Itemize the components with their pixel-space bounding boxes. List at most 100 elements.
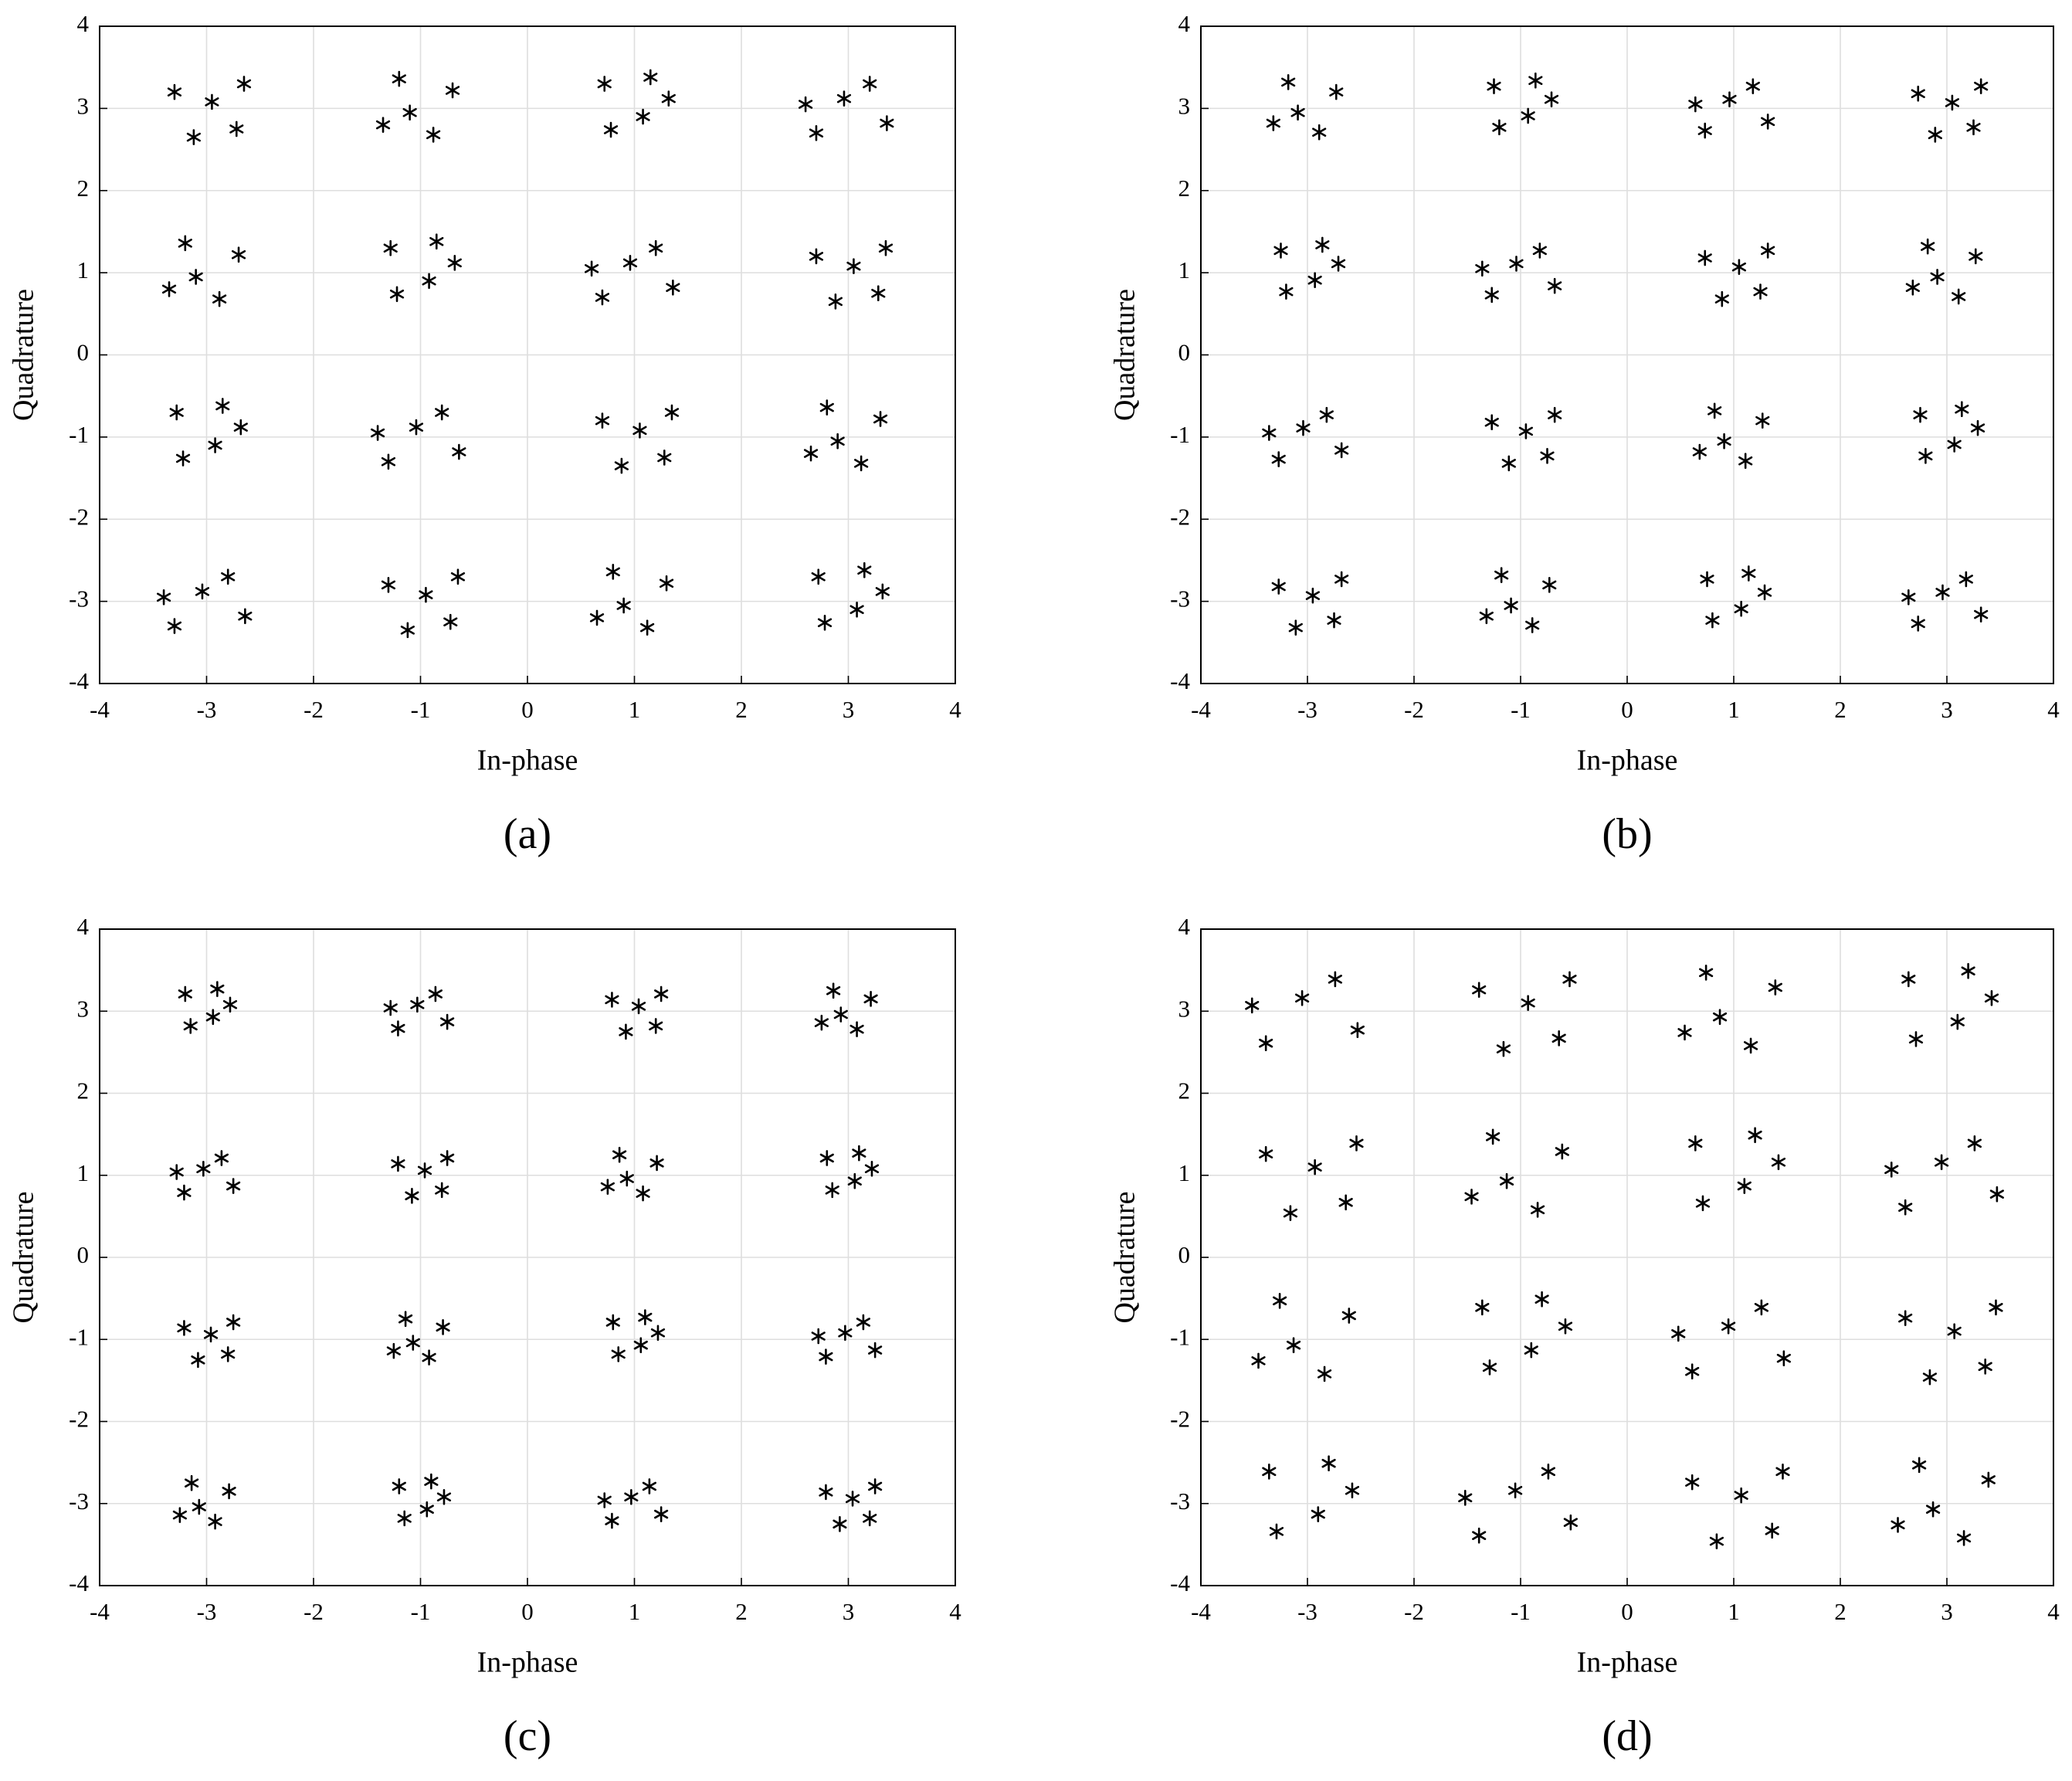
point [611, 1346, 626, 1362]
point [857, 561, 872, 578]
marker-stroke [619, 1174, 634, 1183]
marker-stroke [1952, 292, 1966, 301]
point [632, 422, 647, 439]
point [849, 601, 864, 618]
point [605, 1314, 620, 1331]
point [1928, 127, 1942, 143]
point [397, 1510, 412, 1527]
plot-frame [1200, 928, 2054, 1586]
point [391, 1155, 405, 1172]
point [231, 246, 246, 263]
marker-stroke [391, 1159, 405, 1169]
marker-stroke [856, 1318, 870, 1327]
marker-stroke [1317, 1369, 1332, 1379]
point [1717, 433, 1731, 449]
point [654, 1506, 669, 1522]
x-tick-label: 3 [843, 1598, 855, 1625]
marker-stroke [169, 408, 184, 417]
marker-stroke [1748, 1130, 1762, 1140]
x-tick-label: 1 [1728, 696, 1740, 723]
x-tick-label: 3 [843, 696, 855, 723]
x-axis-label: In-phase [1577, 745, 1678, 777]
point [1283, 1205, 1298, 1221]
marker-stroke [1496, 1044, 1511, 1053]
marker-stroke [392, 1481, 406, 1491]
y-tick-label: 0 [1178, 339, 1191, 366]
marker-stroke [1966, 123, 1981, 132]
point [1486, 1128, 1501, 1145]
marker-stroke [654, 1509, 669, 1519]
marker-stroke [205, 97, 219, 107]
point [600, 1179, 615, 1195]
point [1295, 989, 1310, 1006]
marker-stroke [1911, 619, 1925, 629]
marker-stroke [1930, 272, 1945, 282]
point [1349, 1135, 1364, 1152]
marker-stroke [649, 1158, 664, 1168]
point [1540, 448, 1555, 464]
marker-stroke [1721, 1321, 1736, 1332]
marker-stroke [1349, 1138, 1364, 1148]
point [436, 1319, 450, 1335]
point [1734, 1487, 1748, 1504]
marker-stroke [1484, 290, 1499, 300]
marker-stroke [186, 132, 201, 142]
marker-stroke [875, 587, 890, 596]
marker-stroke [1251, 1356, 1266, 1365]
marker-stroke [803, 449, 819, 458]
point [1709, 1533, 1724, 1549]
marker-stroke [799, 100, 813, 109]
marker-stroke [400, 626, 415, 635]
marker-stroke [878, 243, 894, 253]
point [452, 443, 466, 460]
marker-stroke [809, 252, 824, 261]
point [238, 608, 253, 625]
point [1262, 425, 1277, 441]
y-axis-label: Quadrature [8, 1192, 40, 1324]
point [169, 404, 184, 421]
marker-stroke [212, 294, 227, 304]
point [878, 239, 894, 256]
marker-stroke [595, 416, 610, 426]
marker-stroke [161, 284, 177, 294]
point [236, 76, 252, 92]
marker-stroke [633, 1340, 648, 1350]
point [208, 437, 222, 453]
marker-stroke [1761, 246, 1775, 256]
point [440, 1013, 455, 1030]
point [1921, 238, 1935, 255]
x-tick-label: 4 [949, 1598, 961, 1625]
marker-stroke [1530, 1205, 1545, 1215]
x-tick-label: -2 [304, 1598, 324, 1625]
point [828, 293, 843, 310]
x-tick-label: -4 [1191, 696, 1211, 723]
marker-stroke [1754, 1303, 1768, 1312]
point [424, 1473, 439, 1490]
point [1685, 1474, 1700, 1491]
marker-stroke [636, 1189, 650, 1198]
marker-stroke [825, 1186, 839, 1195]
marker-stroke [605, 567, 620, 577]
marker-stroke [1745, 81, 1760, 91]
point [811, 568, 826, 585]
point [1688, 1135, 1703, 1152]
x-tick-label: 1 [1728, 1598, 1740, 1625]
point [852, 1145, 866, 1162]
x-tick-label: 2 [735, 696, 748, 723]
marker-stroke [398, 1314, 413, 1324]
point [1753, 283, 1768, 300]
marker-stroke [229, 124, 244, 134]
point [649, 1018, 663, 1034]
y-tick-label: 0 [77, 339, 90, 366]
y-tick-label: 2 [1178, 175, 1191, 202]
panel: -4 -3 -2 -1 0 1 2 3 4 -4 -3 -2 -1 0 1 2 3 4 In-phase Quadra… [1109, 10, 2060, 858]
y-axis-label: Quadrature [1109, 289, 1141, 421]
point [185, 1474, 199, 1491]
marker-stroke [1768, 982, 1782, 992]
marker-stroke [381, 580, 396, 590]
point [208, 1513, 222, 1530]
y-tick-label: -1 [1170, 1323, 1190, 1350]
point [1338, 1194, 1353, 1211]
point [405, 1335, 420, 1351]
marker-stroke [819, 1352, 833, 1362]
